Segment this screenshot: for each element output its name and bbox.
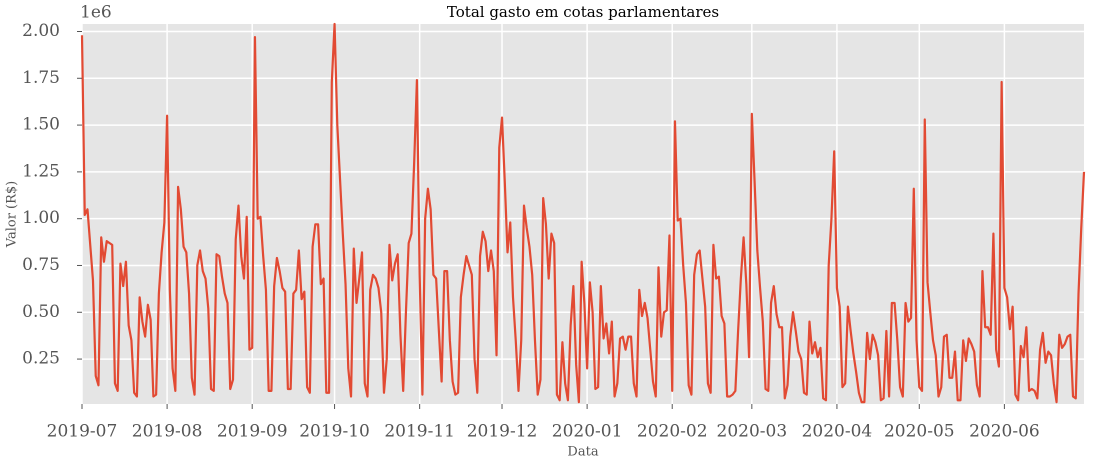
x-tick-label: 2019-10	[299, 422, 370, 442]
data-line	[80, 22, 1086, 404]
x-tick-label: 2020-06	[969, 422, 1040, 442]
x-tick-label: 2019-08	[132, 422, 203, 442]
y-tick-label: 2.00	[22, 21, 60, 41]
y-tick-label: 0.75	[22, 255, 60, 275]
x-axis-label: Data	[567, 445, 598, 460]
y-tick-label: 1.25	[22, 161, 60, 181]
x-tick-label: 2020-03	[717, 422, 788, 442]
y-tick-label: 1.75	[22, 68, 60, 88]
x-tick-label: 2020-01	[552, 422, 623, 442]
y-axis-label: Valor (R$)	[5, 181, 20, 248]
x-tick-label: 2019-07	[47, 422, 118, 442]
y-tick-label: 1.50	[22, 115, 60, 135]
y-offset-label: 1e6	[80, 3, 112, 23]
y-tick-label: 1.00	[22, 208, 60, 228]
x-tick-label: 2020-05	[884, 422, 955, 442]
y-tick-label: 0.25	[22, 349, 60, 369]
chart-title: Total gasto em cotas parlamentares	[447, 3, 719, 21]
x-tick-label: 2020-04	[802, 422, 873, 442]
x-tick-label: 2020-02	[637, 422, 708, 442]
x-tick-label: 2019-09	[217, 422, 288, 442]
y-tick-label: 0.50	[22, 302, 60, 322]
x-tick-label: 2019-11	[384, 422, 455, 442]
x-tick-label: 2019-12	[467, 422, 538, 442]
